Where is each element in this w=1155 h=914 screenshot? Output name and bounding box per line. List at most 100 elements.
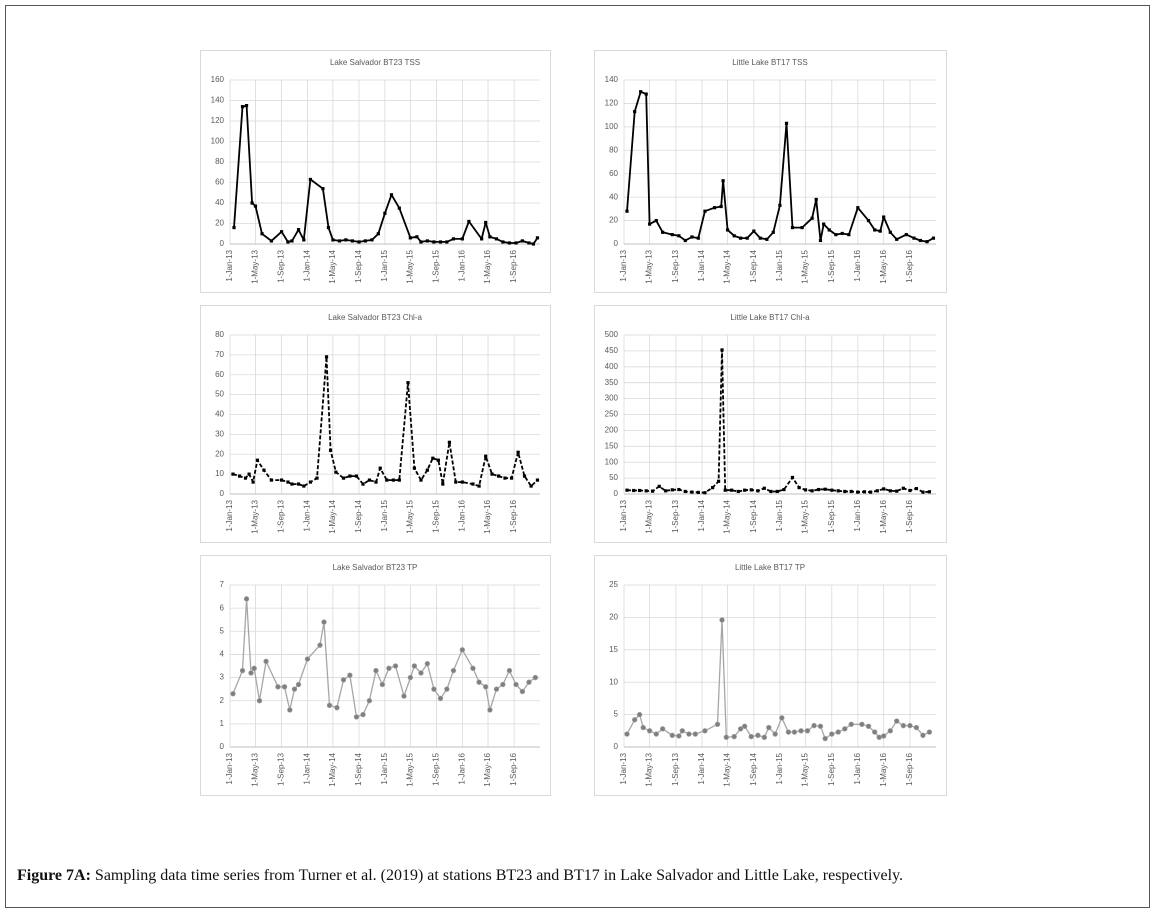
x-tick-label: 1-May-13 <box>251 499 260 533</box>
x-tick-label: 1-Jan-15 <box>380 499 389 531</box>
data-point <box>230 691 236 697</box>
data-point <box>295 681 302 688</box>
x-tick-label: 1-Jan-14 <box>697 752 706 784</box>
y-tick-label: 0 <box>220 742 225 751</box>
x-tick-label: 1-Jan-14 <box>697 249 706 281</box>
data-point <box>308 480 313 484</box>
data-point <box>302 484 306 488</box>
data-point <box>856 490 860 494</box>
data-point <box>811 722 817 729</box>
frame <box>5 5 1150 908</box>
data-point <box>467 219 471 224</box>
data-point <box>651 489 655 493</box>
data-point <box>385 478 389 482</box>
x-tick-label: 1-Jan-14 <box>303 249 312 281</box>
data-point <box>778 203 782 207</box>
x-tick-label: 1-May-14 <box>723 249 732 283</box>
data-point <box>816 487 821 492</box>
x-tick-label: 1-Jan-14 <box>303 752 312 784</box>
data-point <box>243 596 250 602</box>
data-point <box>437 695 444 702</box>
data-point <box>640 724 646 731</box>
x-tick-label: 1-Sep-16 <box>509 499 518 532</box>
data-point <box>639 90 643 94</box>
data-point <box>683 238 687 243</box>
y-tick-label: 7 <box>220 580 225 589</box>
data-point <box>730 488 734 492</box>
x-tick-label: 1-May-13 <box>251 249 260 283</box>
chart-title: Little Lake BT17 TP <box>735 563 805 572</box>
data-point <box>762 486 766 490</box>
data-point <box>231 472 235 476</box>
data-point <box>497 474 501 478</box>
y-tick-label: 200 <box>605 426 619 435</box>
data-point <box>341 476 346 480</box>
x-tick-label: 1-May-13 <box>251 752 260 786</box>
chart-title: Little Lake BT17 TSS <box>732 58 807 67</box>
data-point <box>366 698 373 704</box>
data-point <box>926 729 933 735</box>
data-point <box>401 693 407 699</box>
data-point <box>460 480 464 484</box>
data-point <box>803 488 808 492</box>
data-point <box>484 220 488 225</box>
data-point <box>389 193 394 197</box>
data-point <box>432 240 436 244</box>
data-point <box>454 480 458 484</box>
x-tick-label: 1-May-16 <box>879 249 888 283</box>
data-point <box>749 488 753 492</box>
data-point <box>637 488 642 493</box>
data-point <box>654 218 658 223</box>
data-point <box>391 478 395 482</box>
data-point <box>406 381 410 385</box>
caption: Figure 7A: Sampling data time series fro… <box>17 867 903 884</box>
data-point <box>876 734 882 740</box>
data-point <box>494 237 499 241</box>
data-point <box>527 241 531 245</box>
x-tick-label: 1-Jan-14 <box>697 499 706 531</box>
data-point <box>790 226 795 230</box>
x-tick-label: 1-Sep-16 <box>905 249 914 282</box>
data-point <box>411 663 418 669</box>
data-point <box>424 660 431 667</box>
data-point <box>354 474 359 478</box>
data-point <box>779 715 785 721</box>
x-tick-label: 1-Jan-15 <box>380 249 389 281</box>
data-point <box>290 239 294 243</box>
data-point <box>882 487 886 491</box>
y-tick-label: 100 <box>211 137 225 146</box>
x-tick-label: 1-Jan-15 <box>775 499 784 531</box>
y-tick-label: 20 <box>215 449 224 458</box>
data-point <box>712 206 717 210</box>
y-tick-label: 80 <box>215 330 224 339</box>
data-point <box>275 684 281 690</box>
x-tick-label: 1-Sep-13 <box>671 752 680 785</box>
chart-panel: Lake Salvador BT23 TP 0 1 2 3 4 5 6 7 1-Jan-13 1-M… <box>200 555 551 796</box>
y-tick-label: 2 <box>220 696 225 705</box>
data-point <box>370 238 374 242</box>
data-point <box>894 718 900 724</box>
data-point <box>866 218 871 223</box>
data-point <box>516 450 520 454</box>
data-point <box>664 489 668 493</box>
x-tick-label: 1-Jan-16 <box>457 752 466 784</box>
y-tick-label: 50 <box>609 473 618 482</box>
data-point <box>800 226 804 230</box>
y-tick-label: 300 <box>605 394 619 403</box>
data-point <box>386 665 392 672</box>
x-tick-label: 1-Sep-15 <box>432 499 441 532</box>
data-point <box>287 707 293 713</box>
data-point <box>286 240 290 244</box>
data-point <box>723 734 729 740</box>
x-tick-label: 1-May-16 <box>483 249 492 283</box>
x-tick-label: 1-May-16 <box>483 499 492 533</box>
data-point <box>835 729 841 735</box>
data-point <box>532 674 539 681</box>
data-point <box>251 480 255 484</box>
data-point <box>703 491 707 495</box>
data-point <box>281 684 288 690</box>
data-point <box>755 732 761 739</box>
y-tick-label: 80 <box>609 145 618 154</box>
data-point <box>888 489 892 493</box>
data-point <box>648 222 652 226</box>
